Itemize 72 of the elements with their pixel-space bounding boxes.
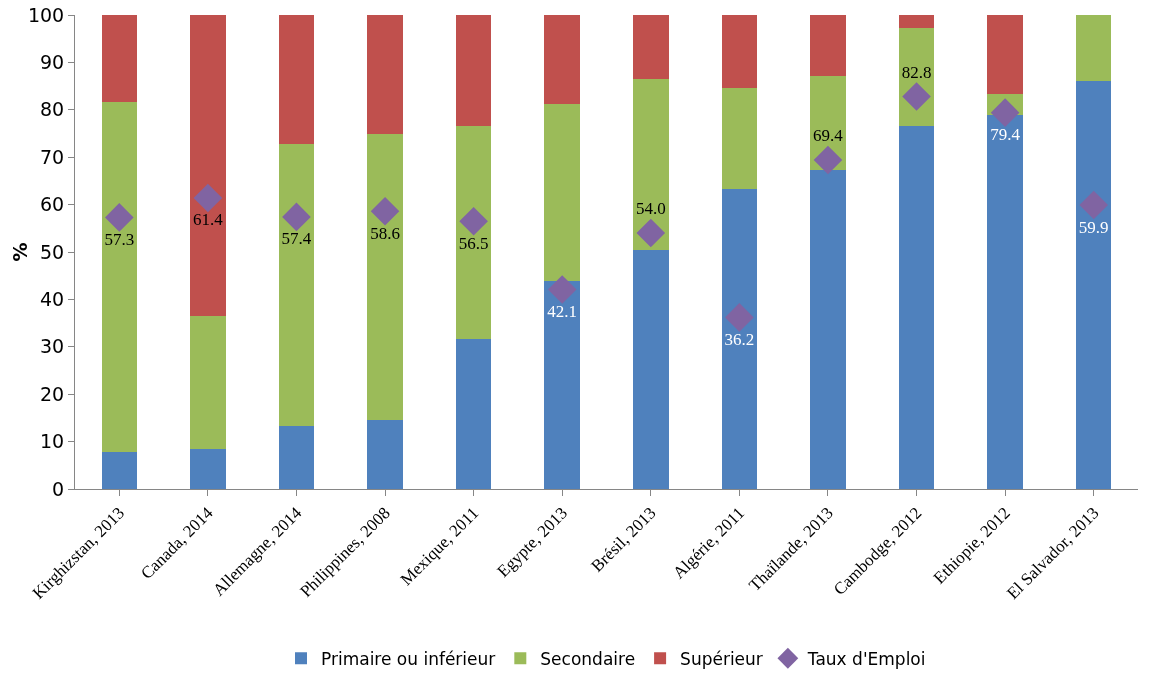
bar — [721, 87, 758, 190]
data-label: 42.1 — [547, 301, 578, 321]
data-label: 79.4 — [990, 125, 1021, 145]
y-tick-label: 30 — [40, 335, 65, 358]
bar — [633, 250, 669, 489]
bar — [367, 133, 403, 421]
point — [902, 82, 931, 111]
bar — [898, 15, 935, 29]
data-label: 61.4 — [193, 210, 224, 230]
point — [104, 203, 134, 232]
point — [547, 275, 577, 304]
y-tick-label: 20 — [40, 382, 65, 405]
bar — [721, 189, 758, 489]
bar — [101, 15, 138, 102]
y-tick-label: 0 — [52, 477, 65, 500]
data-label: 58.6 — [370, 223, 400, 243]
bar — [987, 115, 1023, 489]
bar — [101, 101, 138, 452]
legend-label: Taux d'Emploi — [806, 648, 926, 669]
bar — [278, 143, 315, 427]
data-label: 59.9 — [1078, 217, 1109, 237]
bar — [367, 420, 403, 489]
point — [636, 218, 666, 248]
data-label: 36.2 — [724, 329, 755, 349]
data-label: 56.5 — [458, 233, 489, 253]
data-label: 54.0 — [635, 199, 666, 219]
bar — [278, 15, 315, 144]
bar — [1075, 15, 1112, 82]
y-tick-label: 50 — [40, 240, 65, 263]
y-tick-label: 10 — [40, 430, 65, 453]
y-tick-label: 90 — [40, 51, 65, 74]
bar — [633, 15, 669, 80]
y-axis-title: % — [9, 242, 31, 262]
y-tick-label: 70 — [40, 145, 65, 168]
point — [990, 98, 1020, 127]
data-label: 57.3 — [104, 229, 135, 249]
point — [459, 206, 488, 236]
bar — [810, 169, 846, 489]
bar — [367, 15, 403, 134]
y-tick-label: 80 — [40, 98, 65, 121]
bar — [721, 15, 758, 88]
legend-label: Supérieur — [680, 648, 763, 669]
bar — [1075, 81, 1112, 489]
data-label: 82.8 — [901, 62, 932, 82]
bar — [633, 79, 669, 251]
bar — [190, 448, 226, 489]
point — [813, 145, 843, 175]
data-label: 57.4 — [281, 229, 312, 249]
bar — [810, 15, 846, 76]
bar — [455, 15, 492, 126]
bar — [455, 338, 492, 489]
bar — [278, 426, 315, 489]
legend-label: Primaire ou inférieur — [321, 648, 496, 669]
data-label: 69.4 — [813, 126, 844, 146]
bar — [544, 15, 580, 104]
point — [193, 183, 223, 213]
bar — [544, 281, 580, 489]
bar — [101, 451, 138, 489]
point — [1079, 190, 1109, 220]
bar — [898, 125, 935, 489]
legend-label: Secondaire — [540, 648, 636, 669]
point — [725, 303, 754, 332]
y-tick-label: 40 — [40, 288, 65, 311]
bar — [190, 15, 226, 316]
bar — [544, 103, 580, 282]
bar — [455, 125, 492, 339]
point — [370, 196, 400, 226]
y-tick-label: 60 — [40, 193, 65, 216]
bar — [987, 15, 1023, 94]
y-tick-label: 100 — [27, 3, 65, 26]
bar — [190, 315, 226, 449]
point — [282, 202, 311, 232]
